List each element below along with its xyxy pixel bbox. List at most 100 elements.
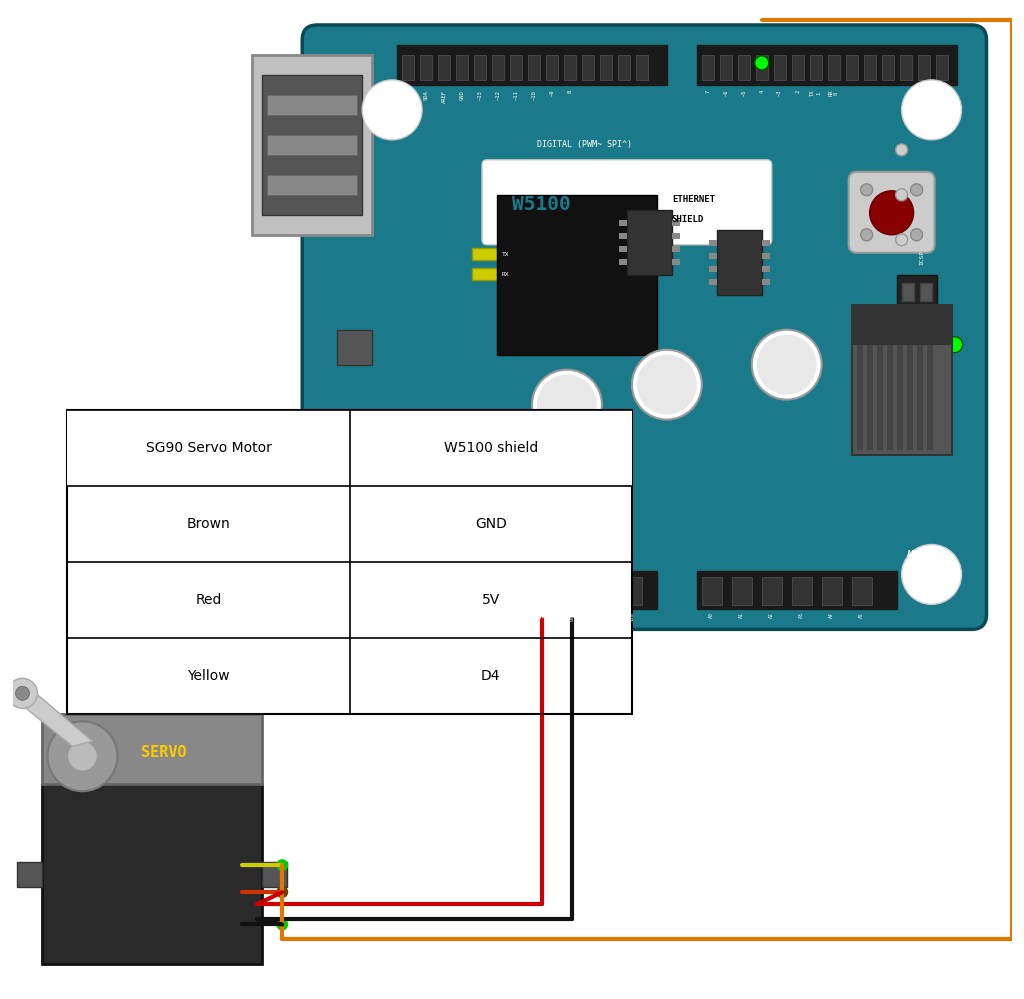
Bar [672, 246, 680, 252]
Text: RESET: RESET [479, 612, 484, 626]
Bar [627, 210, 672, 275]
Bar [709, 253, 717, 259]
Bar [672, 220, 680, 226]
Bar [546, 55, 558, 80]
Bar [420, 55, 432, 80]
Text: Brown: Brown [186, 516, 230, 530]
Text: 7: 7 [706, 90, 711, 93]
Text: 3V3: 3V3 [510, 612, 514, 621]
Bar [762, 253, 770, 259]
Circle shape [946, 337, 963, 353]
Bar [762, 266, 770, 272]
Bar [472, 248, 497, 260]
Bar [927, 310, 933, 450]
Bar [906, 310, 912, 450]
Text: ~10: ~10 [531, 90, 537, 100]
Bar [821, 577, 842, 605]
Text: A0: A0 [710, 612, 715, 618]
Circle shape [632, 350, 701, 420]
Bar [920, 310, 932, 328]
Text: TX: TX [502, 252, 510, 258]
Bar [528, 55, 540, 80]
Bar [866, 310, 872, 450]
Circle shape [276, 859, 288, 871]
Text: D4: D4 [481, 669, 501, 683]
Bar [562, 577, 582, 605]
Bar [901, 283, 913, 301]
Bar [474, 55, 486, 80]
Bar [756, 55, 768, 80]
Text: ANALOG IN: ANALOG IN [906, 549, 948, 559]
Text: RX
0: RX 0 [828, 90, 839, 97]
Bar [600, 55, 612, 80]
Circle shape [276, 918, 288, 930]
Bar [709, 266, 717, 272]
Bar [901, 310, 913, 328]
Circle shape [329, 546, 385, 602]
Bar [438, 55, 451, 80]
Text: 8: 8 [567, 90, 572, 93]
Text: 5V: 5V [481, 593, 500, 607]
Bar [618, 220, 627, 226]
Text: ~11: ~11 [513, 90, 518, 100]
Text: SERVO: SERVO [140, 745, 186, 760]
Bar [920, 283, 932, 301]
Circle shape [901, 544, 962, 604]
Circle shape [47, 721, 118, 791]
Bar [618, 246, 627, 252]
Bar [852, 305, 951, 455]
Text: W5100: W5100 [512, 195, 570, 215]
Circle shape [362, 80, 422, 140]
Circle shape [910, 184, 923, 196]
Circle shape [593, 583, 611, 601]
Text: ~12: ~12 [496, 90, 501, 100]
Bar [877, 310, 883, 450]
Bar [897, 275, 937, 365]
Text: ETHERNET: ETHERNET [672, 195, 715, 205]
Bar [437, 571, 656, 609]
Circle shape [532, 370, 602, 440]
Bar [497, 195, 656, 355]
Polygon shape [17, 686, 92, 746]
Circle shape [869, 191, 913, 235]
Bar [810, 55, 821, 80]
Circle shape [532, 583, 551, 601]
Circle shape [755, 56, 769, 70]
Text: Yellow: Yellow [187, 669, 229, 683]
Text: ~9: ~9 [550, 90, 554, 97]
Bar [701, 55, 714, 80]
Bar [267, 175, 357, 195]
Text: IOREF: IOREF [450, 612, 455, 626]
Bar [720, 55, 732, 80]
Bar [762, 577, 781, 605]
Bar [456, 55, 468, 80]
Text: TX
1: TX 1 [810, 90, 821, 97]
Circle shape [7, 678, 38, 708]
Bar [42, 784, 262, 964]
Text: A5: A5 [859, 612, 864, 618]
Circle shape [901, 80, 962, 140]
Text: W5100 shield: W5100 shield [443, 441, 538, 455]
Text: A3: A3 [799, 612, 804, 618]
Bar [737, 55, 750, 80]
Circle shape [860, 229, 872, 241]
Bar [442, 577, 462, 605]
Bar [709, 240, 717, 246]
Bar [901, 337, 913, 355]
Circle shape [15, 686, 30, 700]
Bar [852, 305, 951, 345]
Bar [887, 310, 893, 450]
Bar [920, 337, 932, 355]
Circle shape [752, 330, 821, 400]
Bar [592, 577, 612, 605]
Text: SCL: SCL [406, 90, 411, 100]
Text: ~13: ~13 [477, 90, 482, 100]
Text: A1: A1 [739, 612, 744, 618]
Text: ICSP: ICSP [920, 250, 924, 265]
Bar [618, 233, 627, 239]
Bar [792, 577, 812, 605]
Bar [792, 55, 804, 80]
Circle shape [896, 234, 907, 246]
Text: 4: 4 [759, 90, 764, 93]
Bar [262, 861, 287, 887]
